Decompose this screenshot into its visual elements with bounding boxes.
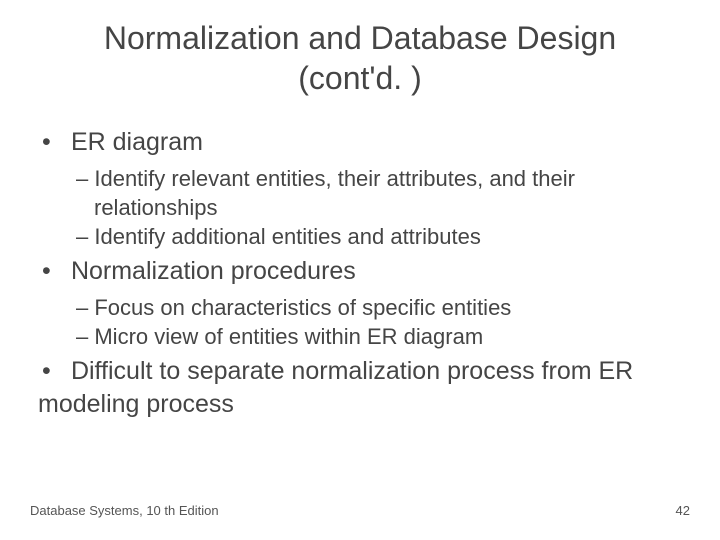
footer-page-number: 42: [676, 503, 690, 518]
bullet-text: ER diagram: [71, 128, 203, 156]
bullet-item: ER diagram Identify relevant entities, t…: [38, 126, 690, 251]
sub-bullet-item: Identify relevant entities, their attrib…: [76, 164, 690, 222]
footer-source: Database Systems, 10 th Edition: [30, 503, 219, 518]
bullet-item: Normalization procedures Focus on charac…: [38, 255, 690, 351]
bullet-list-level2: Focus on characteristics of specific ent…: [38, 293, 690, 351]
bullet-list-level2: Identify relevant entities, their attrib…: [38, 164, 690, 251]
slide-footer: Database Systems, 10 th Edition 42: [30, 503, 690, 518]
bullet-text: Normalization procedures: [71, 257, 356, 285]
bullet-item: Difficult to separate normalization proc…: [38, 355, 690, 423]
sub-bullet-item: Identify additional entities and attribu…: [76, 222, 690, 251]
sub-bullet-item: Micro view of entities within ER diagram: [76, 322, 690, 351]
bullet-list-level1: ER diagram Identify relevant entities, t…: [30, 126, 690, 422]
bullet-text: Difficult to separate normalization proc…: [38, 357, 633, 419]
sub-bullet-item: Focus on characteristics of specific ent…: [76, 293, 690, 322]
slide-title: Normalization and Database Design (cont'…: [30, 18, 690, 98]
title-line-1: Normalization and Database Design: [104, 20, 616, 56]
title-line-2: (cont'd. ): [298, 60, 421, 96]
